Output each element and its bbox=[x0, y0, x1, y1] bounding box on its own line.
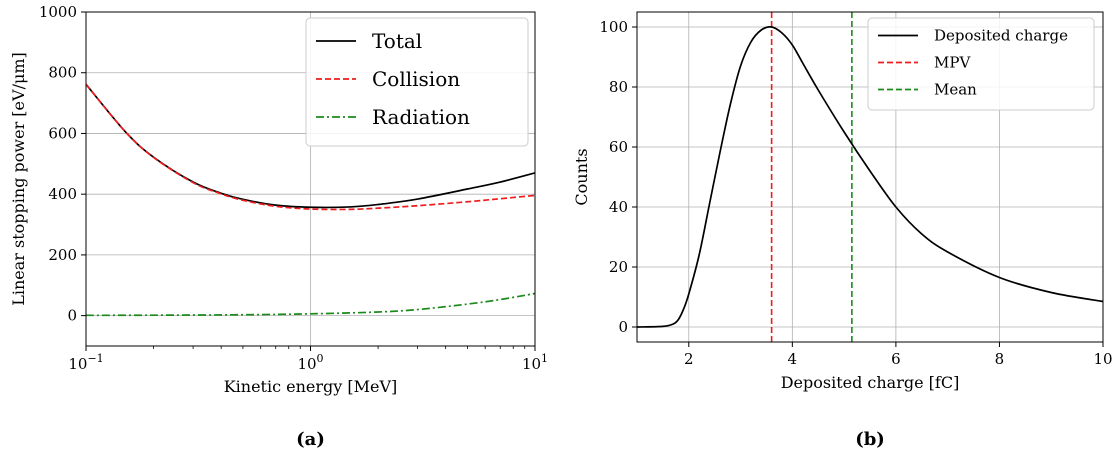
panel-a-y-tick-label: 600 bbox=[48, 124, 77, 142]
tick-exponent: 0 bbox=[317, 352, 324, 365]
panel-a-y-tick-label: 200 bbox=[48, 246, 77, 264]
tick-base: 10 bbox=[297, 355, 316, 373]
panel-b-legend-box bbox=[867, 17, 1095, 111]
panel-b-x-tick-label: 6 bbox=[891, 350, 901, 368]
panel-a-caption: (a) bbox=[296, 429, 325, 450]
tick-exponent: −1 bbox=[87, 352, 103, 365]
panel-a-legend-label: Collision bbox=[372, 67, 460, 91]
panel-b-x-tick-label: 8 bbox=[995, 350, 1005, 368]
panel-b-axes-frame bbox=[636, 11, 1104, 343]
panel-b-legend-label: MPV bbox=[934, 54, 971, 72]
panel-a-y-tick-label: 1000 bbox=[39, 3, 77, 21]
panel-a-series bbox=[86, 83, 535, 317]
panel-b-y-tick-label: 80 bbox=[609, 78, 628, 96]
panel-a-series-radiation bbox=[86, 292, 535, 317]
panel-b-x-axis-label: Deposited charge [fC] bbox=[781, 373, 960, 392]
panel-b-series bbox=[637, 12, 1103, 342]
tick-base: 10 bbox=[68, 355, 87, 373]
panel-b-y-tick-label: 0 bbox=[618, 318, 628, 336]
panel-b-legend: Deposited charge MPV Mean bbox=[867, 17, 1095, 111]
panel-b-x-tick-label: 4 bbox=[788, 350, 798, 368]
panel-b-y-axis-label: Counts bbox=[572, 148, 591, 205]
panel-a-y-tick-label: 800 bbox=[48, 64, 77, 82]
panel-b-x-tick-label: 2 bbox=[684, 350, 694, 368]
tick-exponent: 1 bbox=[541, 352, 548, 365]
panel-b-y-tick-label: 20 bbox=[609, 258, 628, 276]
panel-b-y-tick-label: 60 bbox=[609, 138, 628, 156]
panel-a-y-axis-label: Linear stopping power [eV/μm] bbox=[9, 52, 28, 306]
panel-b-legend-label: Deposited charge bbox=[934, 27, 1068, 45]
panel-a-x-tick-label: 10−1 bbox=[68, 352, 103, 373]
tick-base: 10 bbox=[522, 355, 541, 373]
panel-b-y-tick-label: 100 bbox=[599, 18, 628, 36]
panel-b-series-deposited-charge bbox=[637, 26, 1103, 328]
panel-a-x-axis-label: Kinetic energy [MeV] bbox=[224, 377, 398, 396]
panel-b-caption: (b) bbox=[855, 429, 885, 450]
panel-a-x-tick-label: 101 bbox=[522, 352, 548, 373]
panel-a-y-tick-label: 400 bbox=[48, 185, 77, 203]
panel-a-legend-label: Radiation bbox=[372, 105, 470, 129]
panel-a-legend-box bbox=[305, 17, 529, 147]
panel-b-y-tick-label: 40 bbox=[609, 198, 628, 216]
panel-a-y-tick-label: 0 bbox=[67, 307, 77, 325]
panel-a-legend-label: Total bbox=[372, 29, 422, 53]
panel-a-series-collision bbox=[86, 83, 535, 211]
panel-b-legend-label: Mean bbox=[934, 81, 977, 99]
panel-b-x-tick-label: 10 bbox=[1093, 350, 1112, 368]
panel-a-x-tick-label: 100 bbox=[297, 352, 323, 373]
panel-a-legend: Total Collision Radiation bbox=[305, 17, 529, 147]
